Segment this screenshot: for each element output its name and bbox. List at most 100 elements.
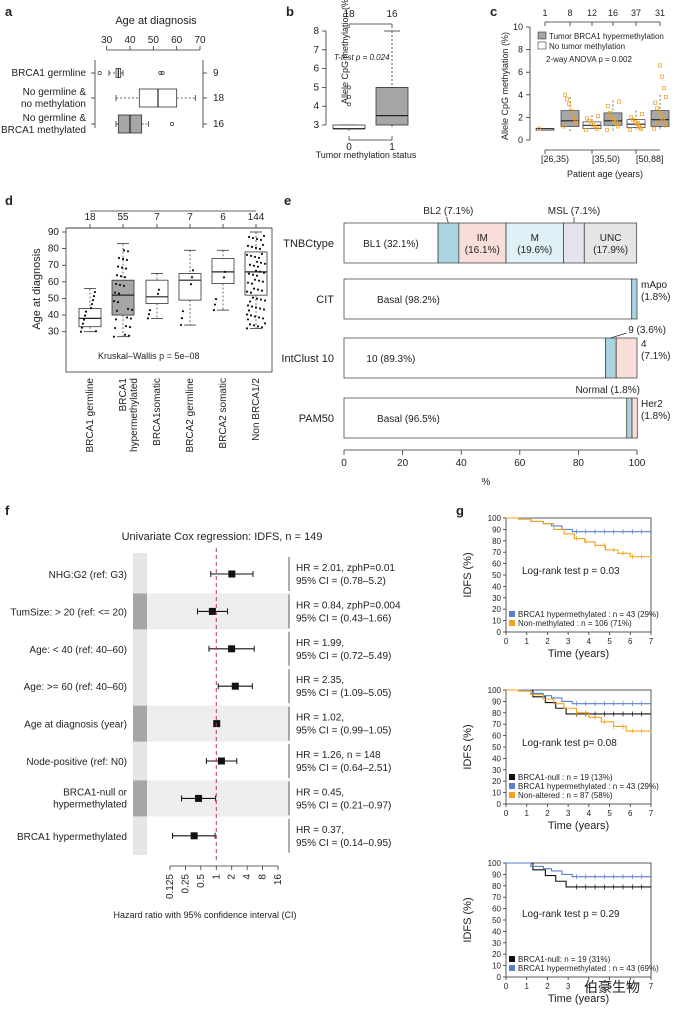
bar-segment — [343, 278, 633, 320]
data-point — [252, 287, 256, 290]
data-point — [255, 260, 259, 263]
plot-frame — [65, 227, 273, 373]
data-point — [262, 308, 266, 311]
data-point — [118, 283, 122, 286]
outlier — [158, 71, 163, 75]
bar-segment — [458, 222, 507, 264]
count-label: 16 — [608, 8, 618, 18]
panel-c-ylabel: Allele CpG methylation (%) — [500, 32, 510, 140]
hr-point — [228, 645, 236, 653]
data-point — [562, 124, 566, 129]
panel-e-label: e — [284, 193, 291, 208]
data-point — [591, 123, 595, 128]
tick-label: 5 — [607, 809, 612, 818]
data-point — [130, 308, 134, 311]
panel-c-annotation: 2-way ANOVA p = 0.002 — [546, 55, 632, 64]
data-point — [608, 110, 612, 115]
row-label: TumSize: > 20 (ref: <= 20) — [10, 607, 127, 618]
tick-label: 0.25 — [180, 874, 191, 894]
data-point — [628, 127, 632, 132]
data-point — [246, 318, 250, 321]
data-point — [614, 119, 618, 124]
row-label: BRCA1-null or hypermethylated — [53, 787, 128, 810]
tick-label: 80 — [48, 244, 60, 255]
tick-label: 10 — [492, 789, 501, 798]
bar-segment — [343, 337, 606, 379]
panel-a: a Age at diagnosis 30 40 50 60 70 BRCA1 germl… — [1, 4, 225, 136]
segment-label: BL1 (32.1%) — [363, 239, 419, 250]
band-mark — [133, 780, 147, 817]
data-point — [593, 124, 597, 129]
box — [145, 279, 169, 304]
tick-label: 8 — [313, 26, 319, 37]
group-label: BRCA2 somatic — [218, 378, 229, 449]
count-label: 55 — [117, 212, 129, 223]
data-point — [245, 313, 249, 316]
data-point — [595, 126, 599, 131]
panel-e: e % TNBCtype CIT IntClust 10 PAM50 BL1 (32.1… — [281, 193, 670, 488]
segment-label: 9 (3.6%) — [628, 325, 666, 336]
count-label: 6 — [220, 212, 226, 223]
segment-label: Normal (1.8%) — [575, 385, 639, 396]
data-point — [584, 127, 588, 132]
tick-label: 100 — [629, 458, 646, 469]
tick-label: 30 — [492, 766, 501, 775]
data-point — [121, 257, 125, 261]
data-point — [252, 324, 256, 327]
tick-label: 0 — [497, 628, 502, 637]
row-label: Age: >= 60 (ref: 40–60) — [24, 682, 127, 693]
tick-label: 20 — [492, 950, 501, 959]
tick-label: 4 — [587, 982, 592, 991]
data-point — [259, 238, 263, 242]
band-mark — [133, 705, 147, 742]
legend-swatch — [509, 611, 515, 617]
data-point — [213, 303, 217, 306]
hr-point — [208, 607, 216, 615]
data-point — [638, 125, 642, 130]
count-label: 8 — [567, 8, 572, 18]
km-curve — [506, 689, 651, 705]
data-point — [660, 74, 664, 79]
hr-point — [190, 832, 198, 840]
data-point — [189, 283, 193, 286]
data-point — [571, 115, 575, 120]
data-point — [212, 308, 216, 312]
data-point — [122, 249, 126, 252]
segment-label: 4 (7.1%) — [641, 339, 670, 362]
tick-label: 0 — [504, 982, 509, 991]
bar-segment — [626, 397, 633, 439]
tick-label: 5 — [313, 82, 319, 93]
row-label: Node-positive (ref: N0) — [26, 757, 127, 768]
row-label: PAM50 — [299, 413, 334, 425]
hr-text: HR = 2.01, zphP=0.01 — [296, 563, 395, 574]
data-point — [124, 325, 128, 328]
data-point — [245, 327, 249, 330]
data-point — [123, 276, 127, 279]
data-point — [587, 118, 591, 123]
panel-g-label: g — [456, 503, 464, 518]
data-point — [120, 266, 124, 269]
tick-label: 40 — [492, 582, 501, 591]
group-label: BRCA1 germline — [12, 68, 87, 79]
data-point — [257, 256, 261, 259]
ci-text: 95% CI = (0.21–0.97) — [296, 800, 391, 811]
data-point — [113, 291, 117, 294]
data-point — [616, 124, 620, 129]
data-point — [254, 246, 258, 249]
data-point — [113, 326, 117, 330]
tick-label: 30 — [101, 35, 113, 46]
data-point — [250, 245, 254, 249]
segment-label: UNC (17.9%) — [593, 233, 628, 256]
tick-label: 1 — [524, 982, 529, 991]
tick-label: 50 — [148, 35, 160, 46]
row-label: IntClust 10 — [281, 353, 334, 365]
tick-label: 0 — [497, 800, 502, 809]
tick-label: 4 — [242, 874, 253, 880]
data-point — [123, 333, 127, 336]
data-point — [92, 294, 96, 298]
data-point — [250, 305, 254, 308]
tick-label: 40 — [492, 754, 501, 763]
category-label: 0 — [346, 142, 352, 153]
panel-c-label: c — [490, 4, 497, 19]
